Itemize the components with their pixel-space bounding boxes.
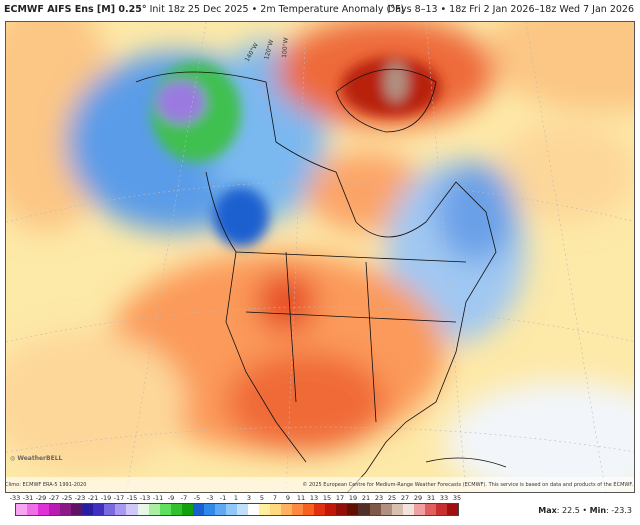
colorbar-swatch bbox=[314, 504, 326, 515]
colorbar-tick-label: 29 bbox=[413, 494, 423, 502]
colorbar-swatch bbox=[93, 504, 105, 515]
colorbar-swatch bbox=[247, 504, 260, 515]
colorbar-swatch bbox=[71, 504, 83, 515]
init-time: Init 18z 25 Dec 2025 bbox=[149, 4, 249, 15]
colorbar-swatch bbox=[60, 504, 72, 515]
weatherbell-logo: ◎ WeatherBELL bbox=[10, 455, 63, 462]
colorbar-swatch bbox=[303, 504, 315, 515]
colorbar-tick-label: -21 bbox=[87, 494, 99, 502]
colorbar-swatch bbox=[49, 504, 61, 515]
colorbar-tick-label: 35 bbox=[452, 494, 462, 502]
colorbar-tick-label: 31 bbox=[426, 494, 436, 502]
colorbar-tick-label: 33 bbox=[439, 494, 449, 502]
colorbar-tick-label: 7 bbox=[272, 494, 278, 502]
colorbar-tick-label: 21 bbox=[361, 494, 371, 502]
colorbar bbox=[15, 503, 459, 516]
colorbar-tick-label: -13 bbox=[139, 494, 151, 502]
colorbar-swatch bbox=[281, 504, 293, 515]
temperature-anomaly-map: 140°W 120°W 100°W bbox=[5, 21, 635, 493]
colorbar-swatch bbox=[358, 504, 370, 515]
colorbar-swatch bbox=[402, 504, 414, 515]
colorbar-tick-label: -19 bbox=[100, 494, 112, 502]
colorbar-tick-label: -25 bbox=[61, 494, 73, 502]
climo-note: Climo: ECMWF ERA-5 1991-2020 bbox=[5, 482, 87, 488]
colorbar-tick-label: -11 bbox=[152, 494, 164, 502]
colorbar-swatch bbox=[126, 504, 138, 515]
colorbar-tick-label: -17 bbox=[113, 494, 125, 502]
longitude-label: 100°W bbox=[281, 37, 290, 58]
colorbar-tick-label: 27 bbox=[400, 494, 410, 502]
colorbar-swatch bbox=[446, 504, 458, 515]
colorbar-swatch bbox=[159, 504, 171, 515]
max-label: Max bbox=[538, 506, 557, 515]
colorbar-tick-label: -15 bbox=[126, 494, 138, 502]
colorbar-tick-label: -5 bbox=[193, 494, 201, 502]
colorbar-tick-label: 9 bbox=[285, 494, 291, 502]
colorbar-swatch bbox=[38, 504, 50, 515]
colorbar-tick-label: -33 bbox=[9, 494, 21, 502]
min-label: Min bbox=[589, 506, 607, 515]
colorbar-swatch bbox=[104, 504, 116, 515]
colorbar-tick-label: -3 bbox=[206, 494, 214, 502]
colorbar-tick-label: 1 bbox=[233, 494, 239, 502]
colorbar-swatch bbox=[369, 504, 381, 515]
min-value: -23.3 bbox=[611, 506, 632, 515]
colorbar-tick-label: -9 bbox=[167, 494, 175, 502]
colorbar-tick-label: 13 bbox=[309, 494, 319, 502]
copyright: © 2025 European Centre for Medium-Range … bbox=[302, 482, 633, 488]
colorbar-tick-label: 15 bbox=[322, 494, 332, 502]
colorbar-swatch bbox=[225, 504, 237, 515]
colorbar-swatch bbox=[236, 504, 248, 515]
colorbar-swatch bbox=[148, 504, 160, 515]
colorbar-swatch bbox=[82, 504, 94, 515]
colorbar-tick-label: 5 bbox=[259, 494, 265, 502]
colorbar-swatch bbox=[347, 504, 359, 515]
valid-period: Days 8–13 • 18z Fri 2 Jan 2026–18z Wed 7… bbox=[387, 4, 634, 15]
max-value: 22.5 bbox=[562, 506, 580, 515]
colorbar-swatch bbox=[259, 504, 271, 515]
colorbar-swatch bbox=[325, 504, 337, 515]
graticule bbox=[6, 22, 634, 492]
max-min: Max: 22.5 • Min: -23.3 bbox=[538, 506, 632, 515]
colorbar-tick-label: 23 bbox=[374, 494, 384, 502]
colorbar-swatch bbox=[435, 504, 447, 515]
colorbar-swatch bbox=[336, 504, 348, 515]
colorbar-swatch bbox=[181, 504, 193, 515]
colorbar-swatch bbox=[16, 504, 28, 515]
colorbar-tick-label: 17 bbox=[335, 494, 345, 502]
colorbar-swatch bbox=[292, 504, 304, 515]
colorbar-tick-label: 25 bbox=[387, 494, 397, 502]
colorbar-tick-label: -29 bbox=[35, 494, 47, 502]
separator: • bbox=[251, 4, 258, 15]
colorbar-tick-label: -31 bbox=[22, 494, 34, 502]
field-name: 2m Temperature Anomaly (°F) bbox=[260, 4, 405, 15]
colorbar-swatch bbox=[380, 504, 392, 515]
map-title: ECMWF AIFS Ens [M] 0.25° Init 18z 25 Dec… bbox=[4, 4, 404, 15]
colorbar-swatch bbox=[170, 504, 182, 515]
colorbar-swatch bbox=[424, 504, 436, 515]
colorbar-tick-label: -27 bbox=[48, 494, 60, 502]
colorbar-swatch bbox=[203, 504, 215, 515]
colorbar-swatch bbox=[27, 504, 39, 515]
coastlines bbox=[135, 68, 507, 492]
model-name: ECMWF AIFS Ens [M] 0.25° bbox=[4, 4, 147, 15]
colorbar-swatch bbox=[192, 504, 204, 515]
colorbar-swatch bbox=[137, 504, 149, 515]
colorbar-tick-label: 11 bbox=[296, 494, 306, 502]
colorbar-tick-label: -1 bbox=[219, 494, 227, 502]
colorbar-tick-label: -23 bbox=[74, 494, 86, 502]
colorbar-labels: -33 -31 -29 -27 -25 -23 -21 -19 -17 -15 -13 -11 -9 -7… bbox=[10, 494, 462, 503]
colorbar-swatch bbox=[214, 504, 226, 515]
colorbar-tick-label: -7 bbox=[180, 494, 188, 502]
colorbar-tick-label: 19 bbox=[348, 494, 358, 502]
logo-text: WeatherBELL bbox=[17, 455, 63, 462]
colorbar-tick-label: 3 bbox=[246, 494, 252, 502]
colorbar-swatch bbox=[413, 504, 425, 515]
colorbar-swatch bbox=[115, 504, 127, 515]
colorbar-swatch bbox=[270, 504, 282, 515]
colorbar-swatch bbox=[391, 504, 403, 515]
